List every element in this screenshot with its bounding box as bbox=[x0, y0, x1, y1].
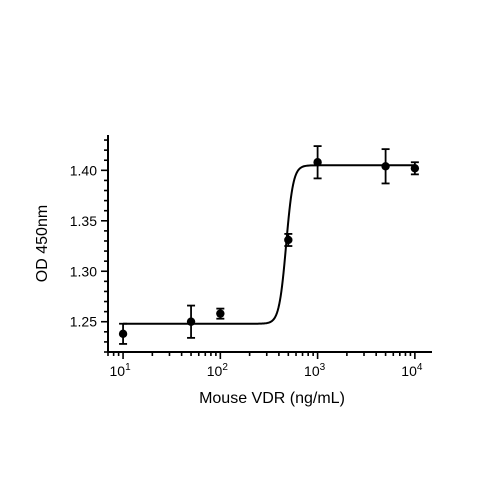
y-tick-label: 1.40 bbox=[70, 162, 97, 178]
data-point bbox=[381, 162, 390, 171]
data-point bbox=[216, 309, 225, 318]
x-tick-label: 104 bbox=[401, 362, 423, 379]
x-axis: 101 102 103 104 bbox=[107, 351, 432, 379]
fit-curve bbox=[123, 164, 415, 325]
x-tick-label: 103 bbox=[304, 362, 326, 379]
data-point bbox=[118, 329, 128, 339]
data-point bbox=[284, 235, 293, 245]
data-point bbox=[313, 158, 322, 167]
data-point bbox=[186, 317, 196, 326]
x-tick-label: 102 bbox=[207, 362, 229, 379]
y-tick-label: 1.30 bbox=[70, 263, 97, 279]
plot-area bbox=[118, 145, 420, 345]
y-axis: 1.25 1.30 1.35 1.40 bbox=[70, 135, 109, 353]
y-axis-title: OD 450nm bbox=[34, 205, 51, 282]
data-point bbox=[410, 164, 420, 173]
y-tick-label: 1.25 bbox=[70, 314, 97, 330]
y-tick-label: 1.35 bbox=[70, 213, 97, 229]
x-tick-label: 101 bbox=[109, 362, 131, 379]
x-axis-title: Mouse VDR (ng/mL) bbox=[199, 390, 345, 407]
